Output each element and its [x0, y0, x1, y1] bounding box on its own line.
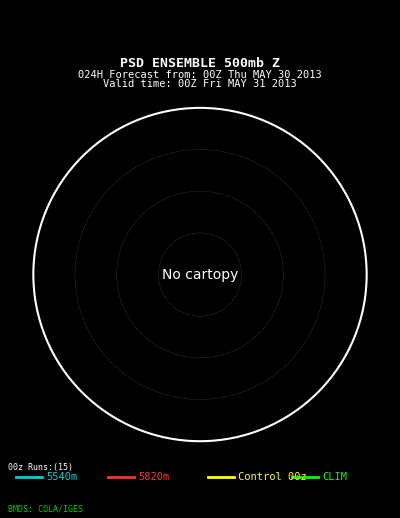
- Text: Valid time: 00Z Fri MAY 31 2013: Valid time: 00Z Fri MAY 31 2013: [103, 79, 297, 89]
- Text: 5540m: 5540m: [46, 471, 77, 482]
- Text: CLIM: CLIM: [322, 471, 347, 482]
- Text: BMDS: COLA/IGES: BMDS: COLA/IGES: [8, 504, 83, 513]
- Text: Control 00z: Control 00z: [238, 471, 307, 482]
- Text: PSD ENSEMBLE 500mb Z: PSD ENSEMBLE 500mb Z: [120, 57, 280, 70]
- Circle shape: [33, 108, 367, 441]
- Text: 00z Runs:(15): 00z Runs:(15): [8, 463, 73, 472]
- Text: 024H Forecast from: 00Z Thu MAY 30 2013: 024H Forecast from: 00Z Thu MAY 30 2013: [78, 69, 322, 80]
- Text: 5820m: 5820m: [138, 471, 169, 482]
- Text: No cartopy: No cartopy: [162, 267, 238, 282]
